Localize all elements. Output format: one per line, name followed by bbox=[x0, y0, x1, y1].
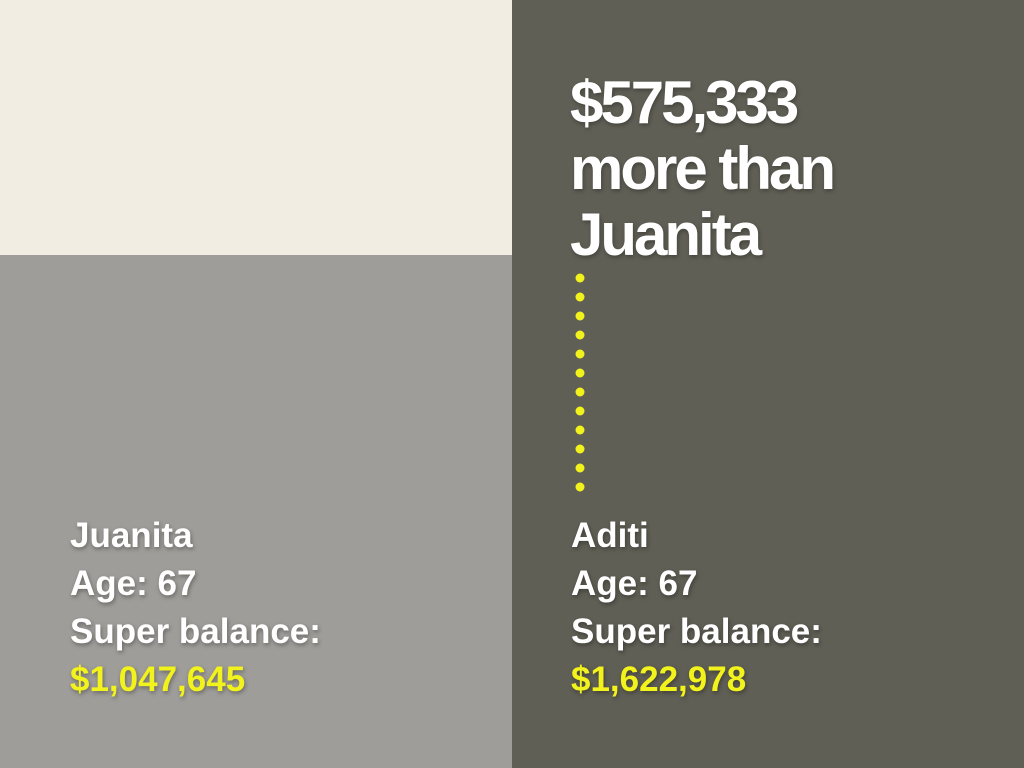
person-age: Age: 67 bbox=[571, 564, 698, 603]
person-name: Aditi bbox=[571, 516, 649, 555]
dots bbox=[575, 273, 585, 492]
background-top bbox=[0, 0, 512, 255]
headline-line: Juanita bbox=[570, 201, 762, 268]
headline-line: $575,333 bbox=[570, 69, 799, 136]
person-name: Juanita bbox=[70, 516, 193, 555]
person-info: Juanita Age: 67 Super balance: $1,047,64… bbox=[70, 512, 321, 704]
juanita-panel bbox=[0, 255, 512, 768]
balance-value: $1,622,978 bbox=[571, 660, 747, 699]
aditi-panel bbox=[512, 0, 1024, 768]
headline: $575,333 more than Juanita bbox=[570, 69, 836, 268]
headline-line: more than bbox=[570, 135, 836, 202]
dotted-connector bbox=[575, 273, 585, 492]
balance-label: Super balance: bbox=[70, 612, 321, 651]
person-age: Age: 67 bbox=[70, 564, 197, 603]
balance-label: Super balance: bbox=[571, 612, 822, 651]
balance-value: $1,047,645 bbox=[70, 660, 246, 699]
person-info: Aditi Age: 67 Super balance: $1,622,978 bbox=[571, 512, 822, 704]
